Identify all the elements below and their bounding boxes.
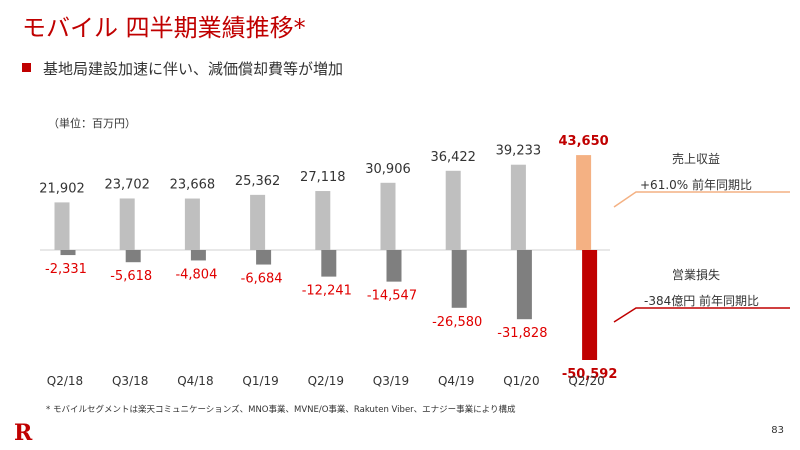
page-title: モバイル 四半期業績推移* xyxy=(22,14,306,42)
revenue-yoy-label: +61.0% 前年同期比 xyxy=(640,178,752,192)
revenue-value-label: 43,650 xyxy=(559,134,609,149)
income-value-label: -4,804 xyxy=(175,267,217,282)
revenue-value-label: 36,422 xyxy=(430,150,476,165)
revenue-value-label: 23,702 xyxy=(104,177,150,192)
income-bar xyxy=(516,250,532,320)
revenue-value-label: 30,906 xyxy=(365,162,411,177)
revenue-bar xyxy=(510,164,526,250)
income-value-label: -26,580 xyxy=(432,315,482,330)
revenue-bar xyxy=(250,194,266,250)
category-tick-label: Q1/20 xyxy=(503,374,539,388)
footnote: * モバイルセグメントは楽天コミュニケーションズ、MNO事業、MVNE/O事業、… xyxy=(46,405,516,415)
category-tick-label: Q2/19 xyxy=(308,374,344,388)
revenue-value-label: 25,362 xyxy=(235,174,281,189)
income-value-label: -31,828 xyxy=(497,326,547,341)
income-bar xyxy=(190,250,206,261)
subtitle: 基地局建設加速に伴い、減価償却費等が増加 xyxy=(22,58,343,79)
revenue-value-label: 21,902 xyxy=(39,181,85,196)
revenue-bar xyxy=(54,202,70,250)
subtitle-text: 基地局建設加速に伴い、減価償却費等が増加 xyxy=(43,60,344,78)
income-value-label: -50,592 xyxy=(562,367,618,382)
income-value-label: -5,618 xyxy=(110,269,152,284)
income-bar xyxy=(321,250,337,277)
revenue-bar xyxy=(380,182,396,250)
income-bar xyxy=(60,250,76,256)
revenue-bar xyxy=(119,198,135,250)
income-value-label: -14,547 xyxy=(367,289,417,304)
income-side-label: 営業損失 xyxy=(672,268,721,282)
revenue-bar xyxy=(445,170,461,250)
revenue-bar xyxy=(315,191,331,250)
revenue-connector-line xyxy=(613,191,790,208)
page-number: 83 xyxy=(771,425,784,436)
category-tick-label: Q3/18 xyxy=(112,374,148,388)
income-bar xyxy=(386,250,402,282)
income-value-label: -6,684 xyxy=(241,272,283,287)
category-tick-label: Q2/18 xyxy=(47,374,83,388)
category-tick-label: Q1/19 xyxy=(242,374,278,388)
income-connector-line xyxy=(613,307,790,323)
rakuten-logo: R xyxy=(14,420,33,446)
revenue-value-label: 39,233 xyxy=(496,144,542,159)
income-bar xyxy=(256,250,272,265)
unit-label: （単位：百万円） xyxy=(48,117,136,130)
revenue-value-label: 27,118 xyxy=(300,170,346,185)
income-bar xyxy=(451,250,467,308)
revenue-side-label: 売上収益 xyxy=(672,152,721,166)
income-value-label: -2,331 xyxy=(45,262,87,277)
income-yoy-label: -384億円 前年同期比 xyxy=(644,294,760,308)
income-value-label: -12,241 xyxy=(302,284,352,299)
category-tick-label: Q3/19 xyxy=(373,374,409,388)
income-bar xyxy=(582,250,598,360)
revenue-value-label: 23,668 xyxy=(170,178,216,193)
revenue-bar xyxy=(576,155,592,250)
category-tick-label: Q4/19 xyxy=(438,374,474,388)
revenue-bar xyxy=(184,198,200,250)
category-tick-label: Q2/20 xyxy=(568,374,604,388)
bullet-square-icon xyxy=(22,63,31,72)
income-bar xyxy=(125,250,141,263)
category-tick-label: Q4/18 xyxy=(177,374,213,388)
